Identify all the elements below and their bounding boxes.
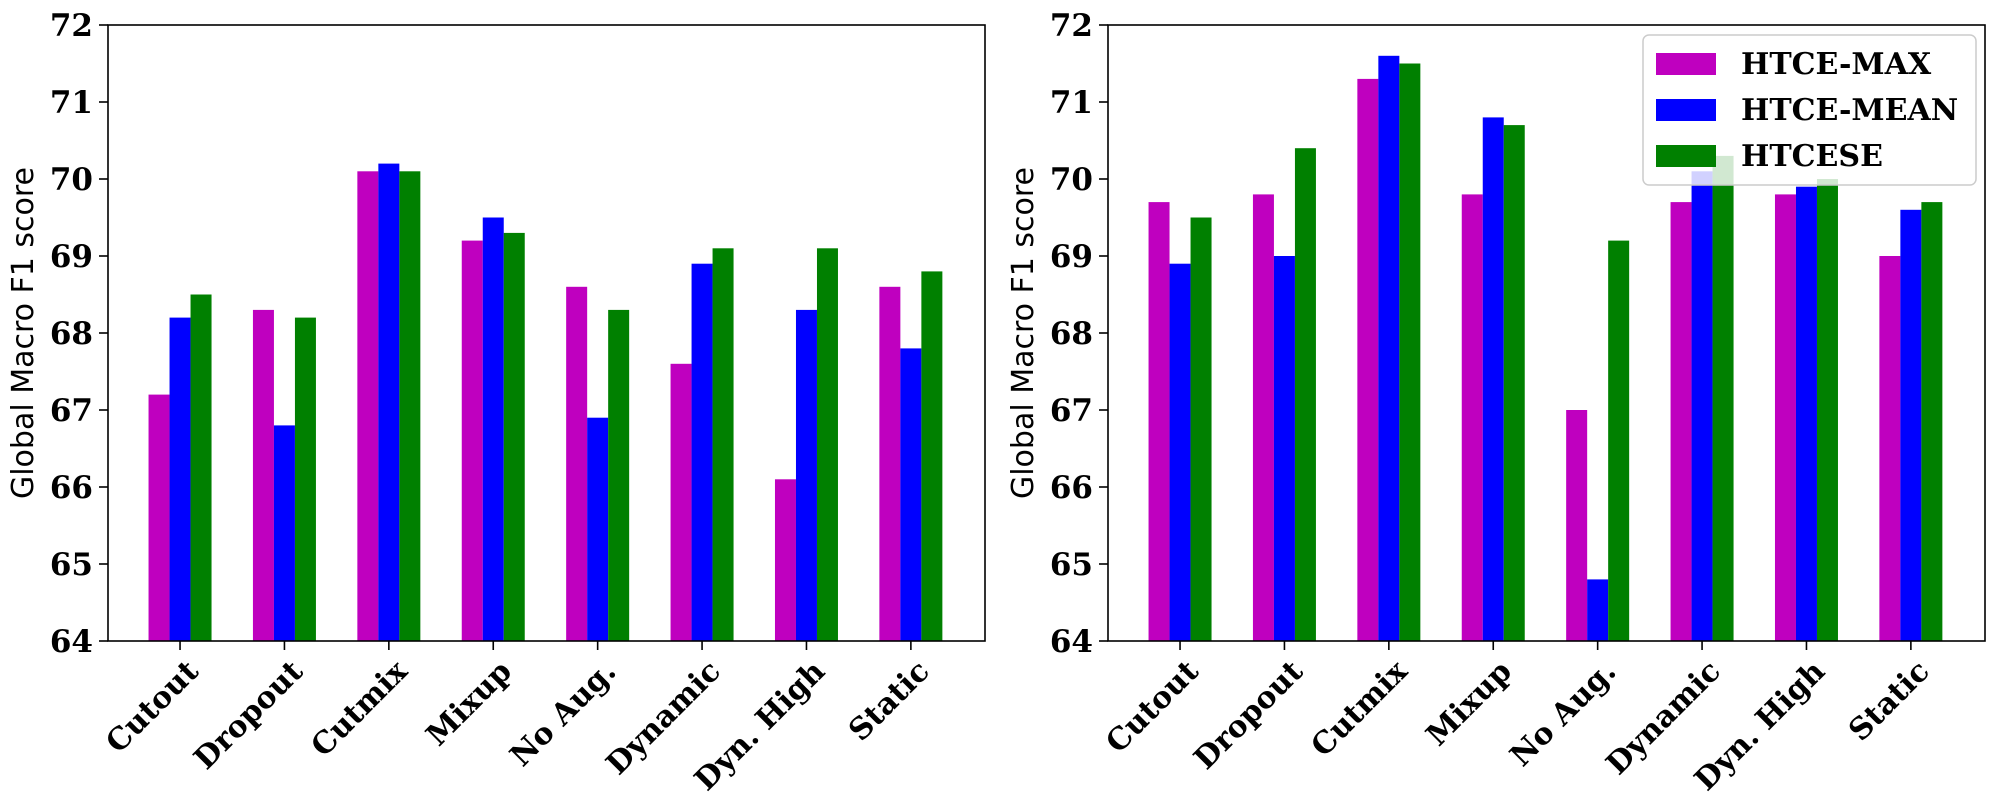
bar-htce-max-cutout: [1148, 202, 1170, 641]
bar-htce-max-dynamic: [1670, 202, 1692, 641]
bar-htcese-cutmix: [399, 171, 421, 642]
y-tick-label: 65: [50, 547, 93, 583]
legend-box: [1642, 34, 1977, 186]
bar-htce-mean-no-aug: [1587, 579, 1609, 641]
bar-htcese-dynamic: [1712, 155, 1734, 641]
x-tick-label-cutout: Cutout: [1099, 654, 1205, 760]
legend-label-htcese: HTCESE: [1741, 139, 1883, 174]
legend-swatch-htce-mean: [1656, 99, 1716, 121]
y-tick-label: 72: [50, 8, 93, 44]
legend-label-htce-mean: HTCE-MEAN: [1741, 93, 1958, 128]
bar-htce-mean-dyn-high: [1795, 186, 1817, 641]
bar-htce-max-mixup: [1461, 194, 1483, 641]
bar-htcese-no-aug: [1608, 240, 1630, 641]
bar-htcese-mixup: [503, 232, 525, 641]
bar-htce-mean-dynamic: [1691, 171, 1713, 642]
x-tick-label-cutmix: Cutmix: [1304, 653, 1415, 764]
x-tick-label-dropout: Dropout: [187, 654, 310, 777]
bar-htce-mean-cutmix: [378, 163, 400, 641]
legend-swatch-htce-max: [1656, 53, 1716, 75]
y-tick-label: 71: [50, 85, 93, 121]
y-tick-label: 69: [50, 239, 93, 275]
bar-htce-max-static: [1879, 256, 1901, 641]
y-tick-label: 71: [1050, 85, 1093, 121]
x-tick-label-cutout: Cutout: [99, 654, 205, 760]
x-tick-label-dropout: Dropout: [1187, 654, 1310, 777]
bar-htcese-no-aug: [608, 309, 630, 641]
y-tick-label: 68: [50, 316, 93, 352]
bar-htce-mean-cutout: [1169, 263, 1191, 641]
bar-htce-max-dynamic: [670, 363, 692, 641]
x-tick-label-static: Static: [842, 654, 936, 748]
legend: HTCE-MAX HTCE-MEAN HTCESE: [1642, 34, 1977, 186]
bar-htcese-mixup: [1503, 125, 1525, 642]
y-axis-title: Global Macro F1 score: [6, 167, 41, 499]
x-tick-label-mixup: Mixup: [420, 654, 519, 753]
y-tick-label: 68: [1050, 316, 1093, 352]
bar-htce-mean-cutmix: [1378, 55, 1400, 642]
bar-htce-mean-mixup: [1482, 117, 1504, 641]
y-tick-label: 70: [50, 162, 93, 198]
y-tick-label: 67: [1050, 393, 1093, 429]
y-tick-label: 69: [1050, 239, 1093, 275]
bar-htce-mean-cutout: [169, 317, 191, 641]
legend-label-htce-max: HTCE-MAX: [1741, 47, 1932, 82]
bar-htcese-static: [921, 271, 943, 641]
y-tick-label: 66: [50, 470, 93, 506]
y-tick-label: 65: [1050, 547, 1093, 583]
bar-htce-mean-dropout: [1273, 256, 1295, 641]
bar-htce-max-cutmix: [357, 171, 379, 642]
y-axis-title: Global Macro F1 score: [1006, 167, 1041, 499]
bar-htce-max-dyn-high: [774, 479, 796, 641]
y-tick-label: 70: [1050, 162, 1093, 198]
bar-htce-max-dropout: [1252, 194, 1274, 641]
plot-frame: [107, 24, 986, 642]
bar-htcese-dynamic: [712, 248, 734, 642]
bar-htce-mean-dyn-high: [795, 309, 817, 641]
bar-htce-max-cutout: [148, 394, 170, 641]
bar-htce-max-cutmix: [1357, 78, 1379, 641]
legend-swatch-htcese: [1656, 145, 1716, 167]
x-tick-label-mixup: Mixup: [1420, 654, 1519, 753]
y-tick-label: 64: [1050, 624, 1093, 660]
y-tick-label: 64: [50, 624, 93, 660]
bar-htcese-dyn-high: [1816, 179, 1838, 641]
bar-htcese-dyn-high: [816, 248, 838, 642]
bar-htcese-cutout: [190, 294, 212, 641]
bar-htce-mean-static: [1900, 209, 1922, 642]
bar-htcese-static: [1921, 202, 1943, 641]
bar-htce-max-static: [879, 286, 901, 641]
bar-htce-mean-mixup: [482, 217, 504, 641]
bar-htcese-dropout: [1294, 148, 1316, 641]
y-tick-label: 67: [50, 393, 93, 429]
bar-htce-max-dyn-high: [1774, 194, 1796, 641]
bar-htce-mean-dynamic: [691, 263, 713, 641]
y-tick-label: 72: [1050, 8, 1093, 44]
x-tick-label-static: Static: [1842, 654, 1936, 748]
bar-htce-mean-dropout: [273, 425, 295, 641]
bar-htce-max-dropout: [252, 309, 274, 641]
y-tick-label: 66: [1050, 470, 1093, 506]
x-tick-label-cutmix: Cutmix: [304, 653, 415, 764]
bar-htcese-dropout: [294, 317, 316, 641]
bar-htcese-cutmix: [1399, 63, 1421, 641]
bar-htce-max-no-aug: [1566, 410, 1588, 641]
bar-htcese-cutout: [1190, 217, 1212, 641]
bar-htce-max-no-aug: [566, 286, 588, 641]
bar-htce-max-mixup: [461, 240, 483, 641]
bar-htce-mean-no-aug: [587, 417, 609, 641]
bar-htce-mean-static: [900, 348, 922, 641]
